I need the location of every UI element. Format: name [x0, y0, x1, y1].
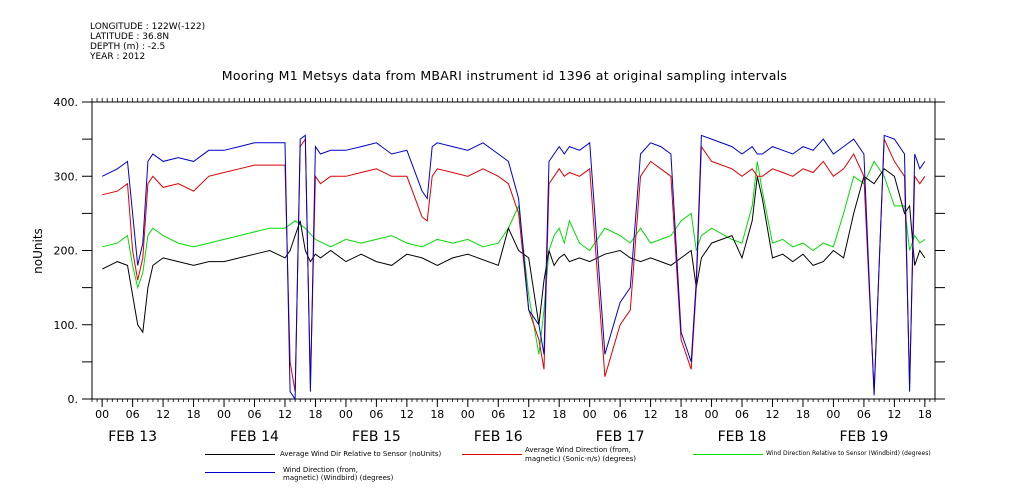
series-line-wind-dir-rel-windbird: [102, 160, 926, 355]
y-tick-label: 100.: [54, 319, 79, 332]
y-axis-label: noUnits: [31, 228, 45, 274]
x-tick-label: 06: [613, 408, 627, 421]
legend-swatch-green: [693, 454, 763, 455]
x-tick-label: 00: [217, 408, 231, 421]
y-tick-label: 200.: [54, 245, 79, 258]
y-tick-label: 300.: [54, 170, 79, 183]
x-tick-label: 18: [430, 408, 444, 421]
legend-swatch-red: [462, 454, 522, 455]
x-day-label: FEB 18: [718, 429, 767, 445]
meta-depth: DEPTH (m) : -2.5: [90, 42, 166, 52]
legend-swatch-black: [205, 454, 275, 455]
series-line-avg-wind-dir-rel: [101, 168, 926, 334]
x-tick-label: 06: [126, 408, 140, 421]
legend-label: magnetic) (Windbird) (degrees): [283, 474, 394, 482]
x-tick-label: 12: [765, 408, 779, 421]
x-day-label: FEB 17: [596, 429, 645, 445]
x-day-label: FEB 15: [352, 429, 401, 445]
x-tick-label: 12: [278, 408, 292, 421]
x-day-label: FEB 19: [840, 429, 889, 445]
x-tick-label: 00: [95, 408, 109, 421]
x-tick-label: 00: [826, 408, 840, 421]
y-tick-label: 0.: [68, 393, 79, 406]
legend-label: Wind Direction (from,: [283, 466, 358, 474]
legend-label: Average Wind Dir Relative to Sensor (noU…: [280, 450, 442, 458]
meta-latitude: LATITUDE : 36.8N: [90, 32, 170, 42]
x-day-label: FEB 16: [474, 429, 523, 445]
y-tick-label: 400.: [54, 96, 79, 109]
x-tick-label: 18: [796, 408, 810, 421]
meta-longitude: LONGITUDE : 122W(-122): [90, 22, 206, 32]
x-tick-label: 00: [705, 408, 719, 421]
x-tick-label: 12: [400, 408, 414, 421]
chart-title: Mooring M1 Metsys data from MBARI instru…: [221, 68, 788, 83]
legend-label: Wind Direction Relative to Sensor (Windb…: [766, 450, 931, 457]
x-tick-label: 06: [248, 408, 262, 421]
x-day-label: FEB 13: [108, 429, 157, 445]
series-line-wind-dir-windbird: [101, 134, 926, 401]
x-tick-label: 00: [339, 408, 353, 421]
x-tick-label: 18: [918, 408, 932, 421]
plot-frame: [91, 101, 936, 400]
x-tick-label: 06: [735, 408, 749, 421]
legend-label: Average Wind Direction (from,: [525, 446, 631, 454]
x-tick-label: 06: [491, 408, 505, 421]
legend-swatch-blue: [205, 472, 275, 473]
series-line-avg-wind-dir-sonic: [102, 137, 926, 392]
x-tick-label: 00: [461, 408, 475, 421]
x-tick-label: 06: [369, 408, 383, 421]
x-tick-label: 12: [887, 408, 901, 421]
x-tick-label: 00: [583, 408, 597, 421]
x-tick-label: 18: [674, 408, 688, 421]
meta-year: YEAR : 2012: [90, 52, 146, 62]
x-tick-label: 12: [156, 408, 170, 421]
x-tick-label: 18: [187, 408, 201, 421]
legend-label: magnetic) (Sonic-n/s) (degrees): [525, 455, 637, 463]
x-tick-label: 18: [552, 408, 566, 421]
x-tick-label: 06: [857, 408, 871, 421]
x-tick-label: 18: [308, 408, 322, 421]
x-tick-label: 12: [522, 408, 536, 421]
metadata-block: LONGITUDE : 122W(-122) LATITUDE : 36.8N …: [90, 22, 205, 62]
x-tick-label: 12: [644, 408, 658, 421]
x-day-label: FEB 14: [230, 429, 279, 445]
